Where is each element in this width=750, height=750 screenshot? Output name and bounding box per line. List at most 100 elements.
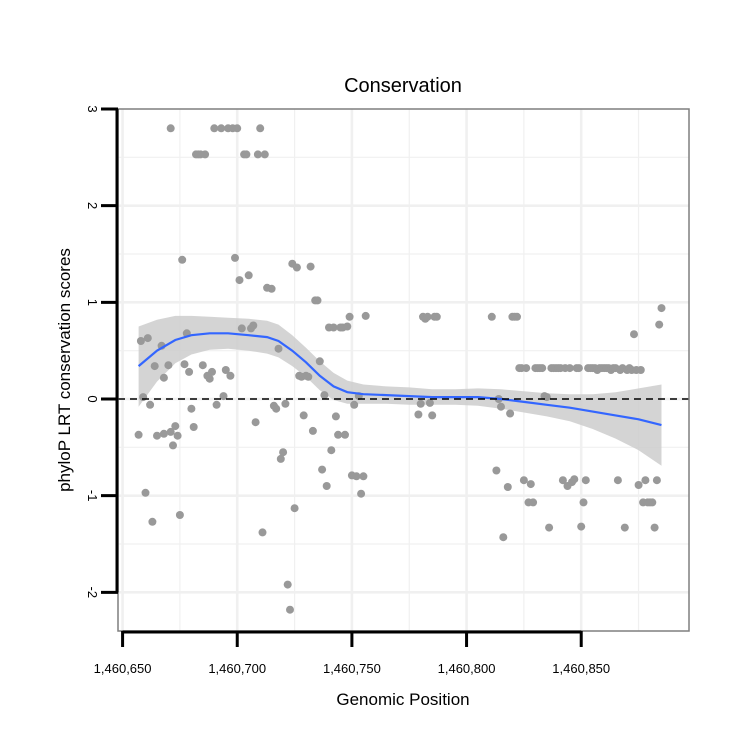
data-point [136,337,145,345]
data-point [318,465,327,474]
data-point [253,150,262,159]
data-point [231,253,239,262]
data-point [150,362,159,371]
data-point [292,263,301,272]
data-point [272,404,281,413]
data-point [166,124,175,133]
data-point [655,320,664,329]
data-point [620,523,629,532]
data-point [322,482,331,490]
data-point [542,393,551,402]
data-point [650,523,659,532]
data-point [648,498,657,507]
data-point [237,324,246,333]
data-point [235,276,244,285]
y-tick-label: 3 [85,105,100,112]
data-point [315,357,324,366]
data-point [178,255,187,264]
confidence-ribbon [138,315,662,466]
data-points-layer [134,124,666,614]
x-tick-label: 1,460,650 [94,661,152,676]
data-point [425,398,434,407]
data-point [189,423,198,431]
data-point [331,412,340,421]
data-point [428,411,437,420]
data-point [320,391,329,400]
data-point [187,404,196,413]
data-point [313,296,322,305]
data-point [141,488,150,497]
data-point [290,504,299,513]
data-point [169,441,177,450]
data-point [306,262,315,271]
data-point [212,400,221,409]
data-point [185,367,194,376]
data-point [327,446,336,455]
data-point [134,430,143,439]
data-point [334,430,343,439]
data-point [522,364,531,373]
data-point [492,466,501,475]
data-point [159,373,168,382]
data-point [499,533,508,542]
x-axis: 1,460,650 1,460,700 1,460,750 1,460,800 1,46… [94,630,610,676]
data-point [503,483,512,491]
y-tick-label: -2 [85,587,100,599]
y-tick-label: 2 [85,202,100,209]
data-point [529,498,538,507]
data-point [148,517,157,526]
x-axis-title: Genomic Position [336,690,469,709]
data-point [276,454,285,463]
data-point [565,364,574,373]
data-point [487,312,496,321]
data-point [577,522,586,531]
data-point [279,448,288,457]
x-tick-label: 1,460,750 [323,661,381,676]
data-point [219,392,228,401]
data-point [361,311,370,320]
data-point [143,334,152,343]
data-point [634,481,643,489]
data-point [139,393,148,402]
data-point [210,124,219,133]
chart-title: Conservation [344,75,462,97]
data-point [242,150,251,159]
data-point [226,371,235,380]
data-point [205,374,214,383]
y-axis: -2 -1 0 1 2 3 [85,105,119,599]
data-point [613,476,622,485]
data-point [416,399,425,408]
data-point [341,430,349,439]
data-point [574,364,583,373]
data-point [345,312,354,321]
data-point [256,124,265,133]
y-tick-label: 1 [85,299,100,306]
data-point [249,321,258,330]
data-point [343,322,352,331]
data-point [260,150,269,159]
y-tick-label: 0 [85,395,100,402]
x-tick-label: 1,460,850 [552,661,610,676]
y-tick-label: -1 [85,490,100,502]
data-point [244,271,253,280]
data-point [545,523,554,532]
data-point [352,472,361,481]
data-point [570,475,579,484]
data-point [526,480,535,489]
data-point [267,284,276,293]
data-point [657,304,666,313]
smooth-line [137,332,662,427]
data-point [513,312,521,321]
data-point [159,429,168,438]
data-point [641,476,650,485]
data-point [233,124,242,133]
data-point [251,418,260,427]
data-point [217,124,226,133]
data-point [153,431,161,440]
data-point [258,528,267,537]
data-point [506,409,515,418]
data-point [198,361,207,370]
data-point [519,476,528,485]
x-tick-label: 1,460,700 [208,661,266,676]
